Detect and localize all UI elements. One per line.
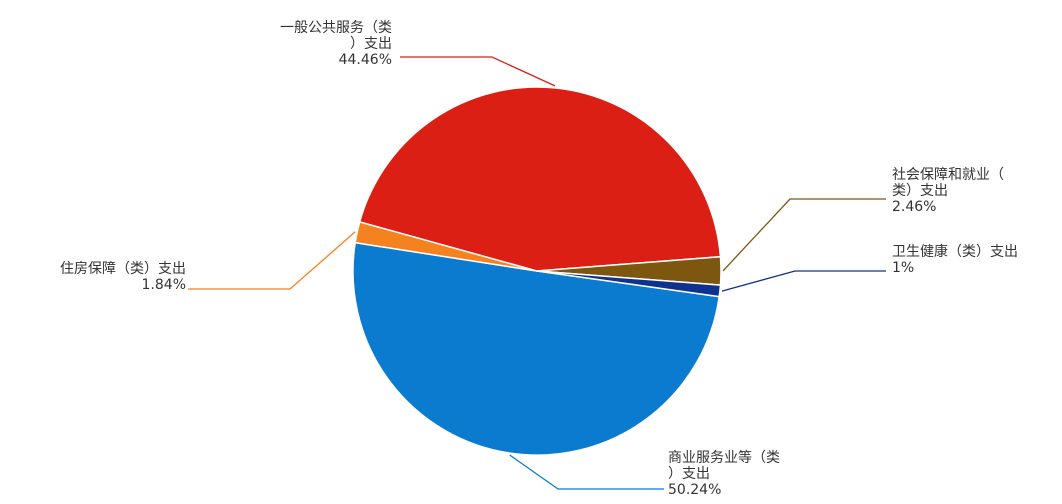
pie-slice-2: [358, 86, 722, 272]
slice-label-4: 卫生健康（类）支出 1%: [892, 243, 1018, 276]
leader-line-0: [509, 454, 664, 490]
slice-value-1: 1.84%: [142, 277, 186, 293]
slice-label-3: 社会保障和就业（类）支出 2.46%: [892, 167, 1004, 215]
slice-label-0: 商业服务业等（类）支出 50.24%: [668, 449, 780, 498]
slice-label-1: 住房保障（类）支出 1.84%: [60, 261, 186, 293]
slice-value-3: 2.46%: [892, 199, 936, 215]
slice-value-2: 44.46%: [339, 52, 392, 68]
leader-line-3: [722, 198, 886, 272]
slice-name-3: 社会保障和就业（: [892, 167, 1004, 183]
slice-name-0: ）支出: [668, 466, 710, 482]
slice-name-0: 商业服务业等（类: [668, 449, 780, 466]
slice-name-2: 一般公共服务（类: [280, 20, 392, 36]
slice-name-2: ）支出: [350, 36, 392, 52]
slice-label-2: 一般公共服务（类）支出 44.46%: [280, 20, 392, 68]
leader-lines-layer: [188, 56, 886, 490]
slice-name-4: 卫生健康（类）支出: [892, 243, 1018, 260]
labels-layer: 商业服务业等（类）支出 50.24%住房保障（类）支出 1.84%一般公共服务（类）…: [60, 20, 1018, 498]
leader-line-2: [400, 56, 556, 87]
slice-value-4: 1%: [892, 260, 914, 276]
slice-name-1: 住房保障（类）支出: [60, 261, 186, 277]
leader-line-4: [721, 270, 886, 292]
leader-line-1: [188, 231, 356, 290]
slices-layer: [352, 86, 722, 456]
pie-slice-4: [536, 270, 722, 298]
slice-value-0: 50.24%: [668, 482, 721, 498]
slice-name-3: 类）支出: [892, 183, 948, 199]
pie-slice-0: [352, 241, 721, 456]
